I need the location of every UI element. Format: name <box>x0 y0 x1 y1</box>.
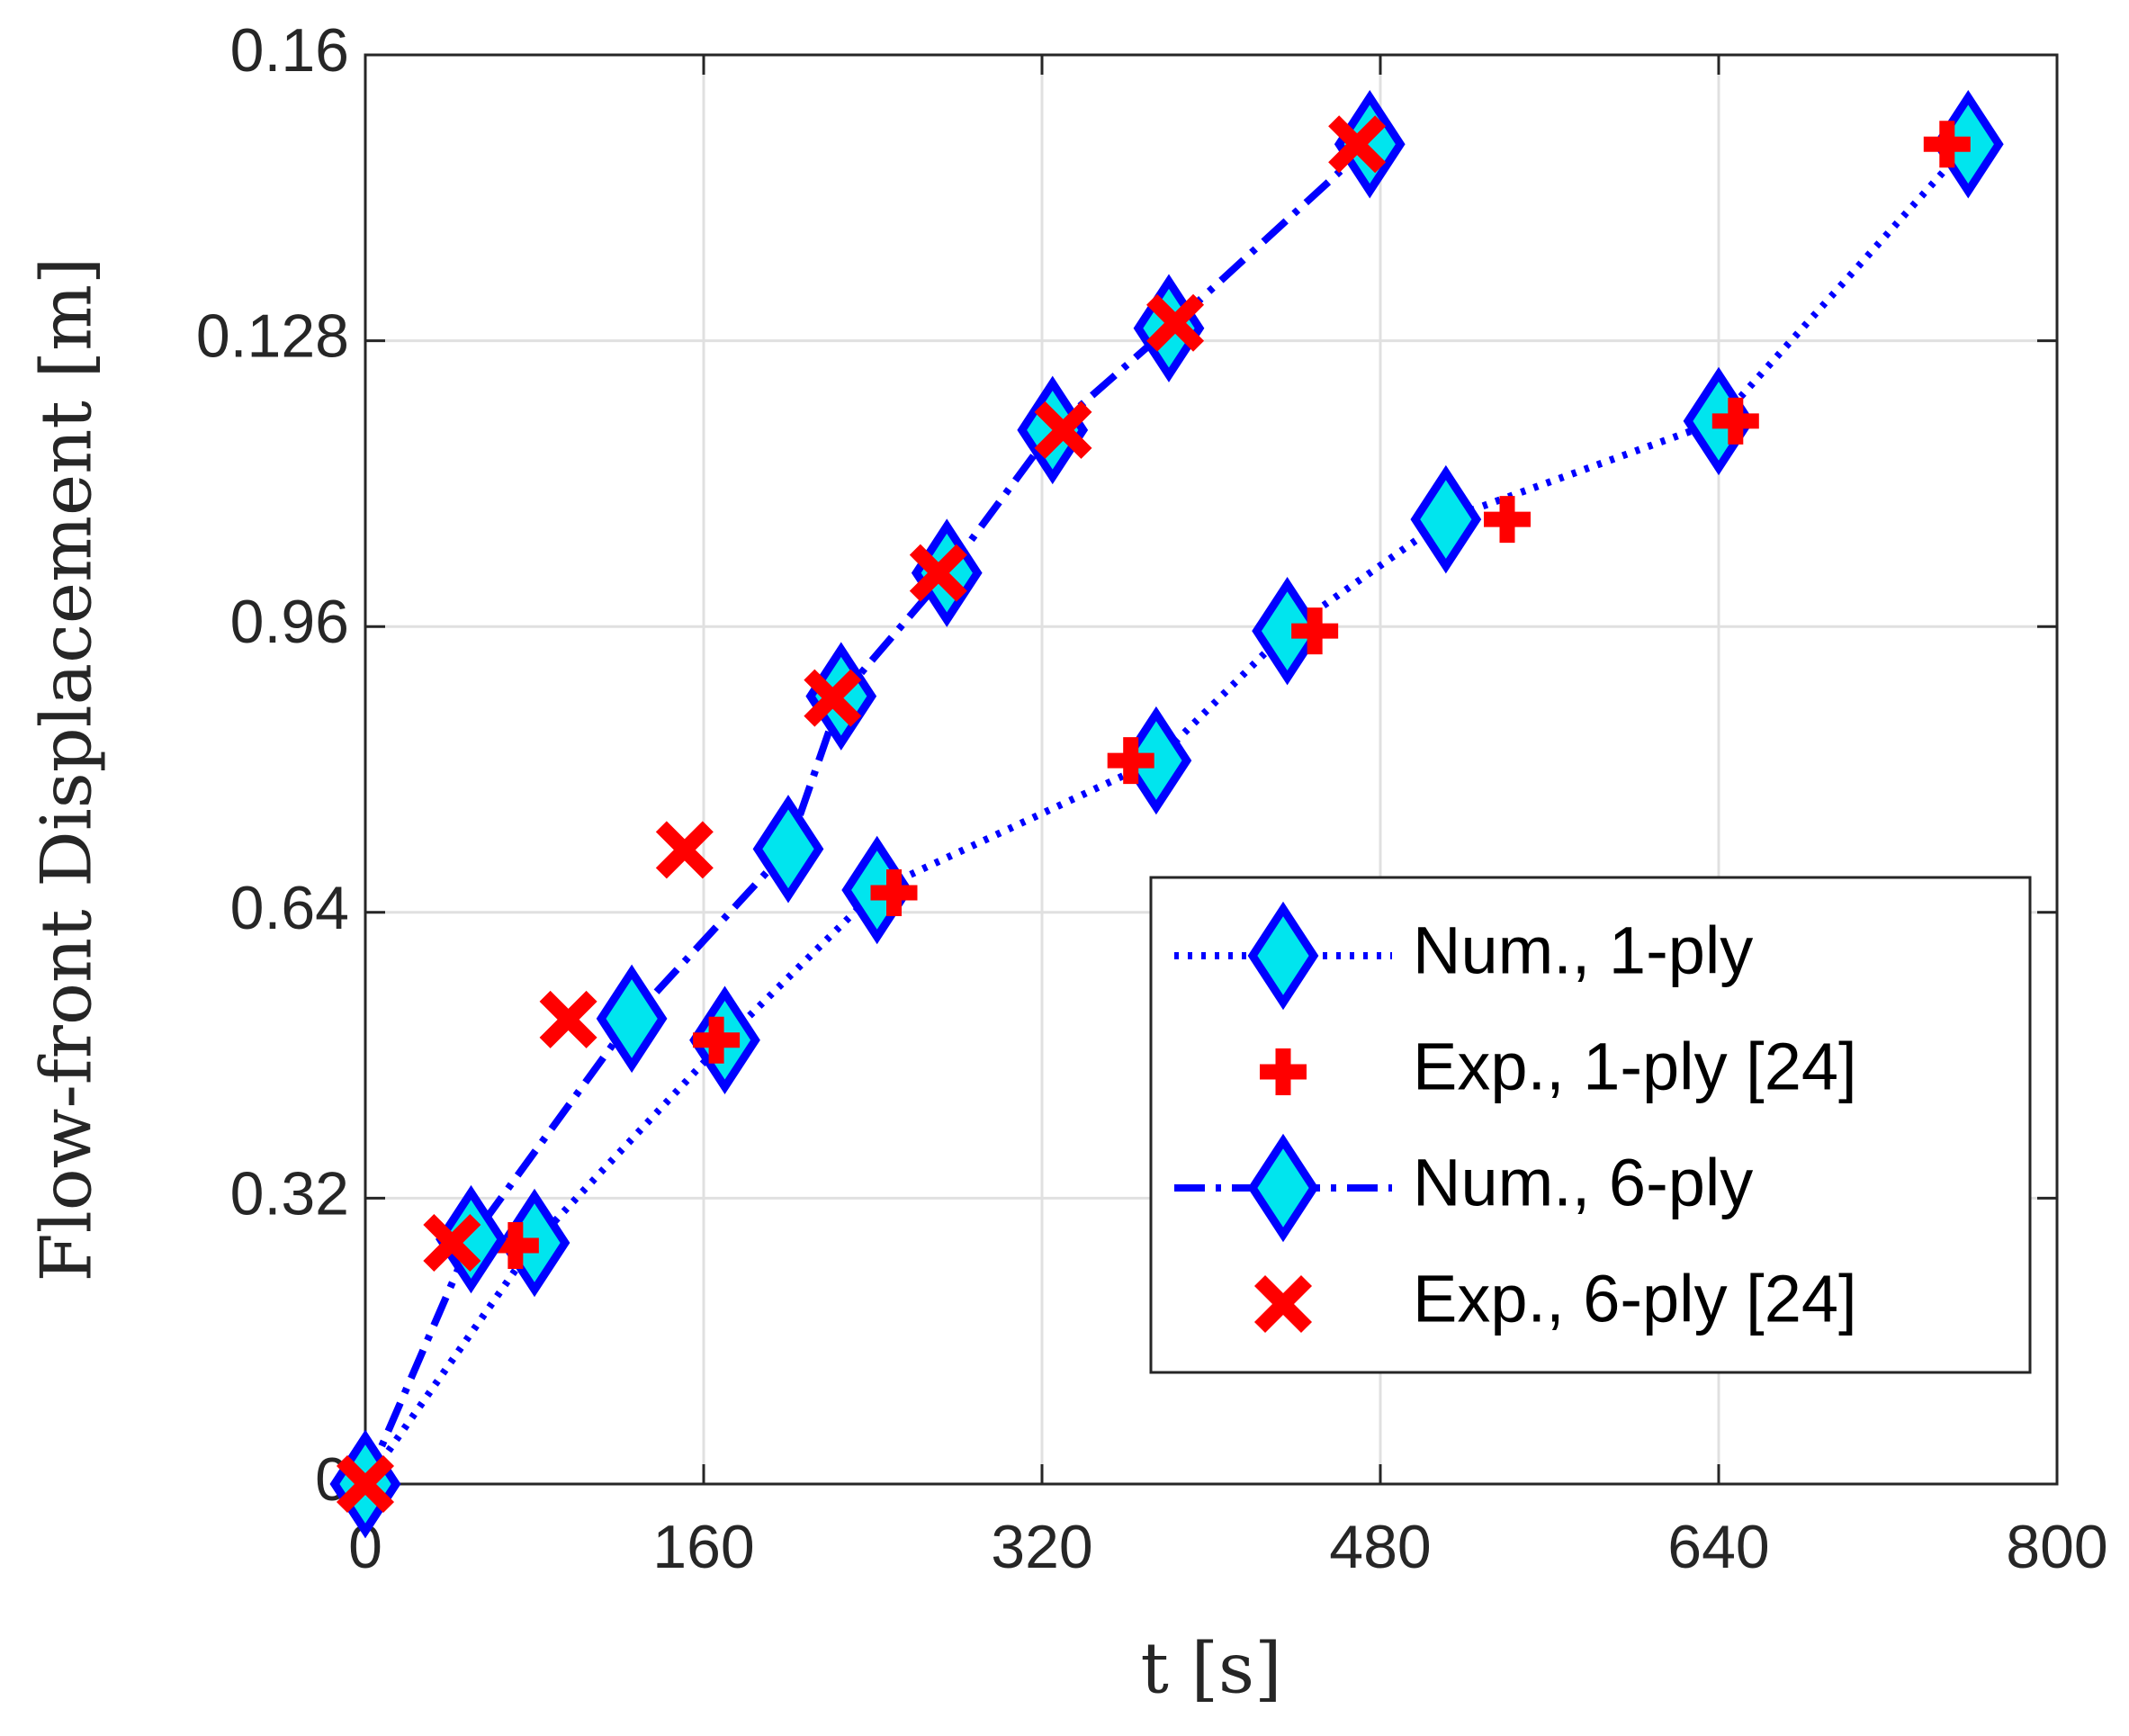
legend-label: Num., 1-ply <box>1413 913 1753 988</box>
plot-frame <box>364 53 2059 1486</box>
x-tick-label: 160 <box>652 1513 754 1581</box>
marker <box>1484 496 1531 544</box>
legend-marker <box>1247 901 1319 1011</box>
marker <box>870 868 918 916</box>
marker <box>1107 737 1154 785</box>
legend-marker <box>1253 1274 1313 1334</box>
x-tick-label: 480 <box>1329 1513 1431 1581</box>
marker <box>655 821 714 879</box>
y-tick-label: 0.64 <box>230 874 349 942</box>
marker <box>1328 115 1387 174</box>
marker <box>909 544 967 602</box>
marker <box>423 1214 481 1273</box>
marker <box>693 1016 741 1064</box>
marker <box>1034 400 1092 459</box>
y-tick-label: 0.32 <box>230 1159 349 1228</box>
y-tick-label: 0.128 <box>196 302 349 371</box>
x-axis-label: t [s] <box>1140 1629 1281 1710</box>
marker <box>1291 607 1339 655</box>
marker <box>1410 464 1482 574</box>
marker <box>539 990 597 1048</box>
marker <box>1923 121 1971 168</box>
legend-label: Exp., 6-ply [24] <box>1413 1262 1857 1336</box>
legend-marker <box>1247 1133 1319 1243</box>
y-axis-label: Flow-front Displacement [m] <box>27 257 108 1282</box>
x-tick-label: 320 <box>991 1513 1092 1581</box>
legend-label: Num., 6-ply <box>1413 1146 1753 1220</box>
marker <box>752 795 824 904</box>
marker <box>436 1184 507 1294</box>
marker <box>336 1454 395 1514</box>
y-tick-label: 0.16 <box>230 16 349 85</box>
legend-label: Exp., 1-ply [24] <box>1413 1030 1857 1104</box>
marker <box>804 669 862 727</box>
y-tick-label: 0.96 <box>230 588 349 656</box>
x-tick-label: 800 <box>2006 1513 2107 1581</box>
marker <box>1711 397 1759 445</box>
marker <box>1146 293 1205 352</box>
legend-marker <box>1260 1048 1307 1095</box>
marker <box>596 964 668 1074</box>
x-tick-label: 640 <box>1667 1513 1769 1581</box>
